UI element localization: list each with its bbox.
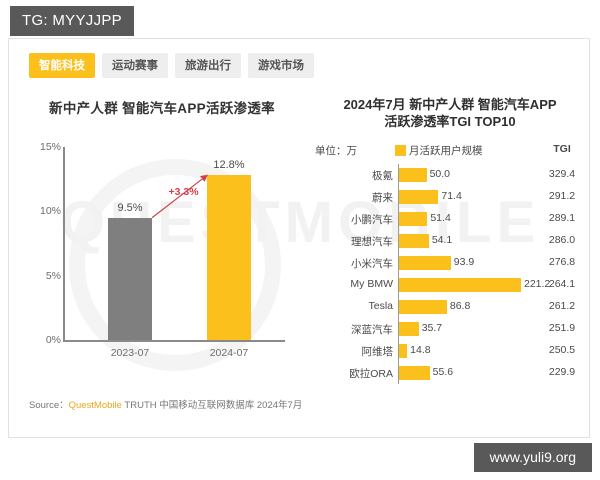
row-app-name: 小鹏汽车 (351, 214, 393, 226)
row-bar (399, 256, 451, 270)
row-value-label: 14.8 (410, 344, 431, 356)
row-tgi-value: 250.5 (548, 344, 576, 356)
bar-value-label: 9.5% (117, 201, 143, 214)
x-axis-tick: 2023-07 (110, 347, 150, 359)
y-axis-tick: 5% (45, 269, 61, 282)
table-row: 理想汽车 54.1 286.0 (309, 230, 589, 252)
right-chart-title: 2024年7月 新中产人群 智能汽车APP 活跃渗透率TGI TOP10 (309, 87, 589, 130)
row-value-label: 35.7 (421, 322, 443, 334)
table-row: 极氪 50.0 329.4 (309, 164, 589, 186)
tab-sports[interactable]: 运动赛事 (102, 53, 168, 78)
source-note: Source：QuestMobile TRUTH 中国移动互联网数据库 2024… (29, 397, 302, 411)
row-tgi-value: 264.1 (548, 278, 576, 290)
right-title-line2: 活跃渗透率TGI TOP10 (384, 114, 516, 129)
tg-badge: TG: MYYJJPP (10, 6, 134, 36)
row-bar (399, 278, 521, 292)
source-prefix: Source： (29, 400, 69, 411)
y-axis-tick: 10% (39, 205, 61, 218)
x-axis-tick: 2024-07 (209, 347, 249, 359)
legend-swatch-icon (395, 145, 406, 156)
tab-travel[interactable]: 旅游出行 (175, 53, 241, 78)
row-value-label: 50.0 (429, 168, 450, 180)
row-bar (399, 190, 439, 204)
row-tgi-value: 286.0 (548, 234, 576, 246)
bar-2024-07 (207, 175, 251, 340)
tab-smart-tech[interactable]: 智能科技 (29, 53, 95, 78)
unit-label: 单位：万 (315, 145, 357, 157)
row-value-label: 54.1 (431, 234, 453, 246)
row-app-name: 阿维塔 (361, 346, 394, 358)
source-suffix: TRUTH 中国移动互联网数据库 2024年7月 (121, 400, 303, 411)
row-tgi-value: 276.8 (548, 256, 576, 268)
y-axis-tick: 15% (39, 141, 61, 153)
row-bar (399, 322, 419, 336)
table-row: Tesla 86.8 261.2 (309, 296, 589, 318)
left-chart-title: 新中产人群 智能汽车APP活跃渗透率 (49, 101, 275, 116)
table-row: 阿维塔 14.8 250.5 (309, 340, 589, 362)
row-app-name: 小米汽车 (351, 258, 393, 270)
ranking-table-header: 单位：万 月活跃用户规模 TGI (309, 140, 589, 162)
report-card: QUESTMOBILE 智能科技 运动赛事 旅游出行 游戏市场 新中产人群 智能… (8, 38, 590, 438)
y-axis-line (63, 147, 65, 342)
right-title-line1: 2024年7月 新中产人群 智能汽车APP (343, 97, 557, 112)
table-row: 蔚来 71.4 291.2 (309, 186, 589, 208)
ranking-rows: 极氪 50.0 329.4 蔚来 71.4 291.2 小鹏汽车 51.4 289.1 理想汽车 5… (309, 164, 589, 384)
category-tabs: 智能科技 运动赛事 旅游出行 游戏市场 (29, 53, 314, 78)
row-app-name: 蔚来 (372, 192, 393, 204)
row-app-name: My BMW (350, 278, 393, 290)
growth-delta-label: +3.3% (168, 185, 199, 198)
row-bar (399, 212, 428, 226)
table-row: 深蓝汽车 35.7 251.9 (309, 318, 589, 340)
row-app-name: Tesla (368, 300, 393, 312)
row-app-name: 欧拉ORA (349, 368, 393, 380)
row-tgi-value: 261.2 (548, 300, 576, 312)
row-tgi-value: 291.2 (548, 190, 576, 202)
y-axis-tick: 0% (45, 334, 61, 346)
legend-label: 月活跃用户规模 (409, 145, 483, 157)
row-app-name: 理想汽车 (351, 236, 393, 248)
table-row: 小米汽车 93.9 276.8 (309, 252, 589, 274)
penetration-bar-chart: 0% 5% 10% 15% 9.5% 2023-07 12.8% 2024-07 +3.3% (17, 139, 307, 369)
table-row: 欧拉ORA 55.6 229.9 (309, 362, 589, 384)
right-ranking-panel: 2024年7月 新中产人群 智能汽车APP 活跃渗透率TGI TOP10 单位：… (309, 87, 589, 427)
row-value-label: 51.4 (430, 212, 451, 224)
row-value-label: 86.8 (449, 300, 471, 312)
column-header-tgi: TGI (553, 143, 571, 155)
site-url-badge: www.yuli9.org (473, 443, 592, 472)
bar-2023-07 (108, 217, 152, 340)
bar-value-label: 12.8% (213, 159, 245, 172)
x-axis-line (63, 340, 285, 342)
row-value-label: 71.4 (441, 190, 462, 202)
row-bar (399, 344, 408, 358)
row-value-label: 221.2 (524, 278, 551, 290)
row-bar (399, 366, 430, 380)
row-tgi-value: 329.4 (548, 168, 576, 180)
row-value-label: 93.9 (453, 256, 475, 268)
row-bar (399, 300, 447, 314)
row-bar (399, 234, 429, 248)
table-row: My BMW 221.2 264.1 (309, 274, 589, 296)
ranking-axis-line (398, 164, 399, 384)
row-tgi-value: 251.9 (548, 322, 576, 334)
source-brand: QuestMobile (68, 400, 122, 411)
tab-gaming[interactable]: 游戏市场 (248, 53, 314, 78)
row-tgi-value: 229.9 (548, 366, 576, 378)
left-chart-panel: 新中产人群 智能汽车APP活跃渗透率 0% 5% 10% 15% 9.5% 2023-07… (17, 87, 307, 427)
row-app-name: 深蓝汽车 (351, 324, 393, 336)
table-row: 小鹏汽车 51.4 289.1 (309, 208, 589, 230)
row-tgi-value: 289.1 (548, 212, 576, 224)
legend: 月活跃用户规模 (395, 143, 483, 158)
row-bar (399, 168, 427, 182)
row-app-name: 极氪 (372, 170, 393, 182)
row-value-label: 55.6 (432, 366, 454, 378)
